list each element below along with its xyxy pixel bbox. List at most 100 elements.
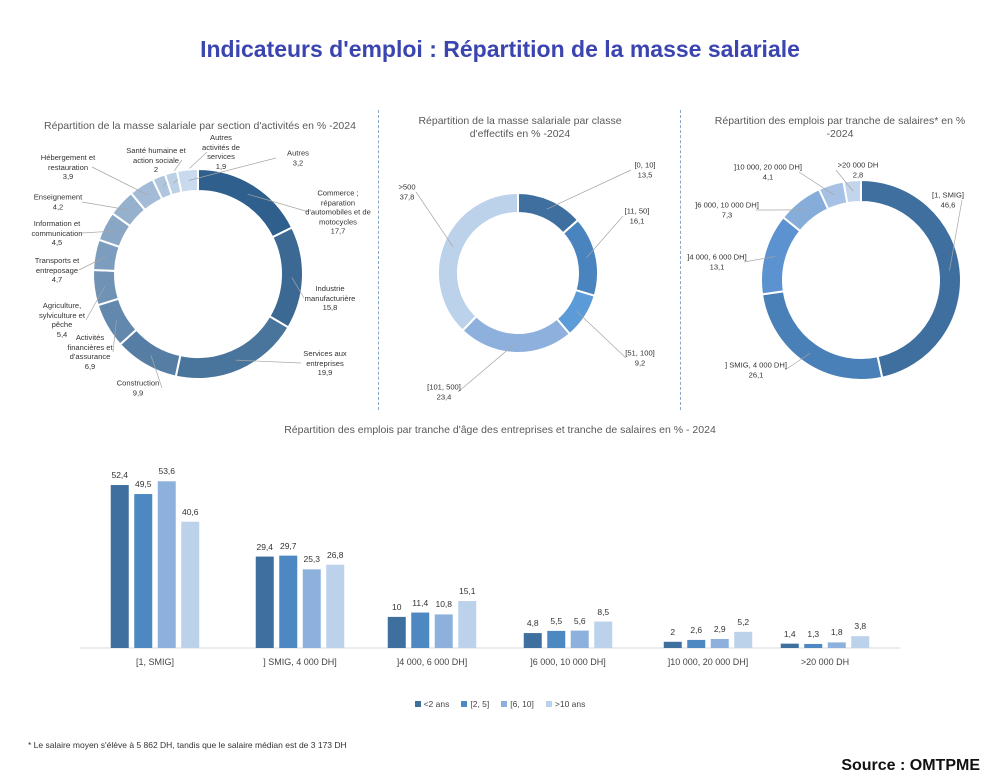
bar: [279, 555, 298, 648]
bar-chart-title: Répartition des emplois par tranche d'âg…: [284, 424, 716, 436]
slice-category: [101, 500]: [427, 382, 461, 392]
slice-label: Industrie manufacturière 15,8: [298, 284, 362, 313]
slice-category: Services aux entreprises: [303, 348, 347, 368]
bar: [255, 556, 274, 648]
slice-category: ]6 000, 10 000 DH]: [695, 200, 759, 210]
bar-value-label: 5,5: [550, 615, 563, 626]
bar: [594, 621, 613, 648]
bar: [827, 642, 846, 648]
slice-category: Hébergement et restauration: [40, 152, 96, 172]
donut-slice: [860, 178, 962, 379]
bar: [687, 639, 706, 648]
bar-value-label: 2,9: [713, 623, 726, 634]
donut-slice: [760, 215, 802, 296]
bar: [547, 630, 566, 648]
bar-value-label: 10: [392, 601, 402, 612]
leader-line: [546, 169, 632, 210]
leader-line: [188, 157, 277, 181]
bar: [434, 614, 453, 648]
x-tick-label: >20 000 DH: [800, 657, 850, 667]
slice-value: 4,5: [51, 237, 63, 247]
bar: [851, 636, 870, 648]
bar-value-label: 53,6: [158, 466, 176, 477]
slice-value: 5,4: [56, 329, 68, 339]
leader-line: [81, 201, 130, 211]
slice-label: Services aux entreprises 19,9: [295, 349, 355, 378]
slice-value: 1,9: [215, 161, 227, 171]
slice-label: Hébergement et restauration 3,9: [38, 153, 98, 182]
slice-value: 4,1: [762, 172, 774, 181]
slice-label: Autres 3,2: [270, 149, 326, 168]
bar-value-label: 25,3: [303, 554, 321, 565]
slice-label: Construction 9,9: [108, 379, 168, 398]
leader-line: [743, 256, 776, 263]
slice-category: [11, 50]: [624, 206, 650, 216]
slice-category: [51, 100]: [625, 348, 655, 358]
slice-value: 2,8: [852, 170, 864, 179]
slice-category: >500: [398, 182, 416, 192]
footnote: * Le salaire moyen s'élève à 5 862 DH, t…: [28, 740, 347, 750]
leader-line: [91, 166, 148, 196]
slice-value: 37,8: [399, 192, 415, 201]
legend-item: <2 ans: [414, 699, 449, 709]
slice-category: Autres activités de services: [202, 133, 240, 161]
slice-category: [1, SMIG]: [931, 190, 965, 200]
legend-label: >10 ans: [554, 699, 586, 709]
bar-value-label: 5,2: [737, 616, 750, 627]
bar-value-label: 11,4: [412, 597, 429, 608]
slice-label: ]10 000, 20 000 DH] 4,1: [731, 163, 805, 182]
bar: [804, 643, 823, 648]
slice-label: Autres activités de services 1,9: [201, 133, 241, 171]
slice-category: Construction: [116, 378, 160, 388]
slice-value: 16,1: [629, 216, 645, 225]
slice-label: ]6 000, 10 000 DH] 7,3: [692, 201, 762, 220]
bar-value-label: 15,1: [458, 586, 476, 597]
bar: [326, 564, 345, 648]
bar: [663, 641, 682, 648]
slice-value: 19,9: [317, 367, 333, 377]
slice-label: [0, 10] 13,5: [625, 161, 665, 180]
slice-category: Agriculture, sylviculture et pêche: [38, 301, 85, 329]
page-title: Indicateurs d'emploi : Répartition de la…: [200, 36, 800, 62]
leader-line: [798, 171, 835, 196]
slice-label: [1, SMIG] 46,6: [928, 191, 968, 210]
slice-category: Industrie manufacturière: [304, 283, 356, 303]
bar-value-label: 1,4: [783, 628, 796, 639]
bar-value-label: 1,8: [830, 627, 843, 638]
bar: [570, 630, 589, 648]
donut-slice: [437, 191, 519, 333]
leader-line: [586, 215, 624, 259]
slice-category: Commerce ; réparation d'automobiles et d…: [305, 188, 371, 226]
slice-value: 3,9: [62, 171, 74, 181]
legend-item: [6, 10]: [501, 699, 534, 709]
legend-swatch: [414, 701, 421, 707]
bar: [710, 638, 729, 648]
slice-label: Enseignement 4,2: [28, 193, 88, 212]
donut-slice: [461, 314, 572, 354]
slice-label: [11, 50] 16,1: [617, 207, 657, 226]
donut-slice: [842, 178, 862, 205]
bar: [523, 633, 542, 648]
bar-value-label: 10,8: [435, 599, 453, 610]
bar-value-label: 4,8: [526, 618, 539, 629]
slice-label: >20 000 DH 2,8: [830, 161, 886, 180]
donut-slice: [561, 218, 599, 298]
leader-line: [112, 320, 117, 353]
bar-legend: <2 ans [2, 5] [6, 10] >10 ans: [0, 699, 1000, 709]
slice-value: 9,2: [634, 358, 646, 367]
bar-value-label: 3,8: [854, 621, 867, 632]
x-tick-label: ]6 000, 10 000 DH]: [530, 657, 606, 667]
slice-category: ]4 000, 6 000 DH]: [687, 252, 747, 262]
slice-category: ]10 000, 20 000 DH]: [734, 162, 802, 172]
bar: [458, 601, 477, 648]
donut-salaires-title: Répartition des emplois par tranche de s…: [714, 115, 966, 140]
bar: [780, 643, 799, 648]
slice-value: 17,7: [330, 226, 346, 236]
slice-category: [0, 10]: [634, 160, 656, 170]
slice-value: 2: [153, 164, 159, 174]
bar-value-label: 52,4: [111, 470, 129, 481]
leader-line: [291, 277, 305, 299]
bar-value-label: 5,6: [573, 615, 586, 626]
leader-line: [235, 359, 302, 364]
